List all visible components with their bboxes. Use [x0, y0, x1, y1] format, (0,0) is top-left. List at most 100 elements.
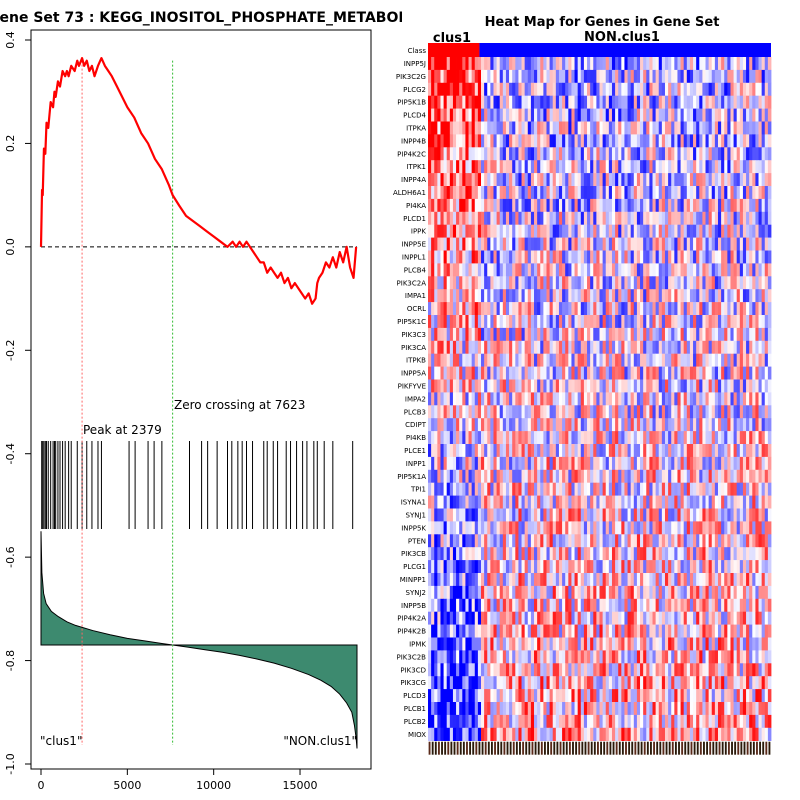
heatmap-cell [758, 366, 763, 380]
heatmap-cell [721, 392, 725, 406]
heatmap-cell [574, 121, 579, 135]
heatmap-cell [434, 469, 438, 483]
heatmap-cell [546, 573, 551, 587]
heatmap-cell [658, 289, 663, 303]
heatmap-cell [730, 211, 734, 225]
heatmap-cell [521, 495, 526, 509]
heatmap-cell [596, 57, 600, 71]
heatmap-cell [527, 611, 532, 625]
heatmap-cell [661, 108, 666, 122]
heatmap-cell [739, 121, 744, 135]
heatmap-cell [518, 211, 522, 225]
heatmap-cell [434, 289, 438, 303]
heatmap-cell [431, 160, 435, 174]
heatmap-cell [736, 469, 741, 483]
heatmap-cell [555, 237, 560, 251]
heatmap-cell [736, 456, 741, 471]
heatmap-cell [580, 173, 585, 187]
heatmap-cell [428, 585, 432, 600]
heatmap-cell [487, 147, 491, 161]
heatmap-cell [721, 186, 725, 200]
heatmap-cell [496, 534, 501, 548]
heatmap-cell [431, 108, 435, 122]
heatmap-cell [652, 250, 657, 264]
heatmap-cell [562, 108, 566, 122]
heatmap-cell [493, 302, 497, 316]
heatmap-cell [708, 289, 713, 303]
heatmap-cell [742, 108, 747, 122]
heatmap-cell [661, 186, 666, 200]
heatmap-cell [477, 482, 482, 496]
heatmap-cell [605, 379, 610, 393]
heatmap-cell [618, 521, 622, 535]
heatmap-cell [721, 366, 725, 380]
ranked-metric-area [40, 531, 358, 749]
heatmap-cell [658, 534, 663, 548]
heatmap-cell [755, 57, 759, 71]
heatmap-cell [512, 598, 516, 612]
heatmap-cell [487, 211, 491, 225]
heatmap-cell [534, 521, 538, 535]
heatmap-cell [742, 302, 747, 316]
heatmap-cell [459, 327, 463, 342]
heatmap-cell [714, 585, 719, 600]
heatmap-cell [742, 327, 747, 342]
heatmap-cell [652, 198, 657, 213]
heatmap-cell [658, 611, 663, 625]
heatmap-cell [481, 224, 485, 238]
heatmap-cell [515, 418, 519, 432]
y-tick-label: -1.0 [4, 753, 17, 774]
heatmap-cell [680, 573, 685, 587]
heatmap-cell [643, 237, 647, 251]
heatmap-cell [440, 482, 444, 496]
heatmap-cell [505, 560, 510, 574]
heatmap-cell [440, 379, 444, 393]
heatmap-cell [749, 521, 753, 535]
heatmap-cell [736, 302, 741, 316]
heatmap-cell [471, 624, 476, 638]
heatmap-cell [761, 573, 766, 587]
heatmap-cell [646, 495, 650, 509]
heatmap-cell [611, 82, 616, 96]
heatmap-cell [711, 69, 716, 84]
heatmap-cell [468, 366, 473, 380]
heatmap-cell [680, 211, 685, 225]
heatmap-cell [527, 186, 532, 200]
heatmap-cell [471, 405, 476, 419]
heatmap-cell [534, 482, 538, 496]
heatmap-cell [717, 95, 722, 109]
heatmap-cell [496, 224, 501, 238]
heatmap-cell [440, 237, 444, 251]
heatmap-cell [456, 327, 460, 342]
heatmap-cell [452, 508, 457, 522]
heatmap-cell [739, 82, 744, 96]
heatmap-title: Heat Map for Genes in Gene Set [485, 15, 720, 30]
heatmap-cell [689, 444, 694, 458]
heatmap-cell [505, 250, 510, 264]
heatmap-cell [668, 534, 672, 548]
heatmap-cell [452, 379, 457, 393]
heatmap-cell [552, 160, 557, 174]
heatmap-cell [686, 611, 691, 625]
heatmap-cell [477, 237, 482, 251]
heatmap-cell [590, 315, 594, 329]
heatmap-cell [699, 444, 703, 458]
heatmap-cell [505, 598, 510, 612]
heatmap-cell [727, 160, 731, 174]
heatmap-cell [636, 469, 641, 483]
heatmap-cell [437, 160, 441, 174]
heatmap-cell [571, 521, 575, 535]
heatmap-cell [755, 392, 759, 406]
heatmap-cell [652, 469, 657, 483]
heatmap-cell [739, 186, 744, 200]
heatmap-cell [727, 173, 731, 187]
heatmap-cell [568, 598, 572, 612]
heatmap-cell [633, 237, 638, 251]
heatmap-cell [624, 147, 628, 161]
heatmap-cell [711, 431, 716, 445]
heatmap-cell [452, 366, 457, 380]
heatmap-cell [724, 495, 728, 509]
heatmap-cell [577, 276, 582, 290]
heatmap-cell [496, 173, 501, 187]
heatmap-cell [487, 624, 491, 638]
